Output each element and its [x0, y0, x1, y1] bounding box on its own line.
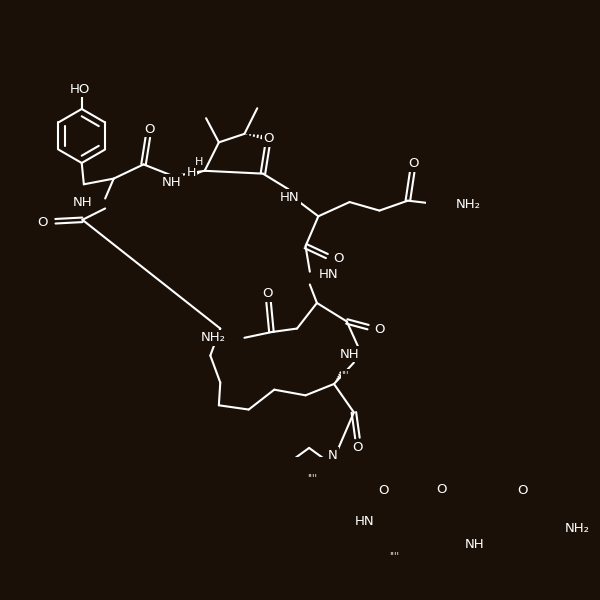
Text: NH₂: NH₂: [456, 197, 481, 211]
Text: NH: NH: [465, 538, 484, 551]
Text: O: O: [263, 133, 274, 145]
Text: O: O: [352, 442, 362, 454]
Text: ''': ''': [341, 370, 349, 380]
Text: ''': ''': [267, 133, 276, 142]
Text: H: H: [195, 157, 203, 167]
Text: HN: HN: [319, 268, 338, 281]
Text: O: O: [262, 287, 272, 300]
Text: HO: HO: [70, 83, 91, 95]
Text: O: O: [378, 484, 388, 497]
Text: '''': '''': [389, 551, 400, 561]
Text: H: H: [187, 166, 196, 179]
Text: '''': '''': [307, 473, 317, 483]
Text: O: O: [437, 482, 447, 496]
Text: NH: NH: [73, 196, 92, 209]
Text: O: O: [409, 157, 419, 170]
Text: NH: NH: [162, 176, 182, 188]
Text: NH₂: NH₂: [565, 523, 590, 535]
Text: O: O: [374, 323, 385, 337]
Text: HN: HN: [280, 191, 300, 203]
Text: N: N: [328, 449, 337, 461]
Text: O: O: [37, 216, 47, 229]
Text: NH₂: NH₂: [201, 331, 226, 344]
Text: HN: HN: [355, 515, 374, 529]
Text: O: O: [333, 253, 343, 265]
Text: O: O: [518, 484, 528, 497]
Text: O: O: [144, 123, 154, 136]
Text: NH: NH: [340, 347, 359, 361]
